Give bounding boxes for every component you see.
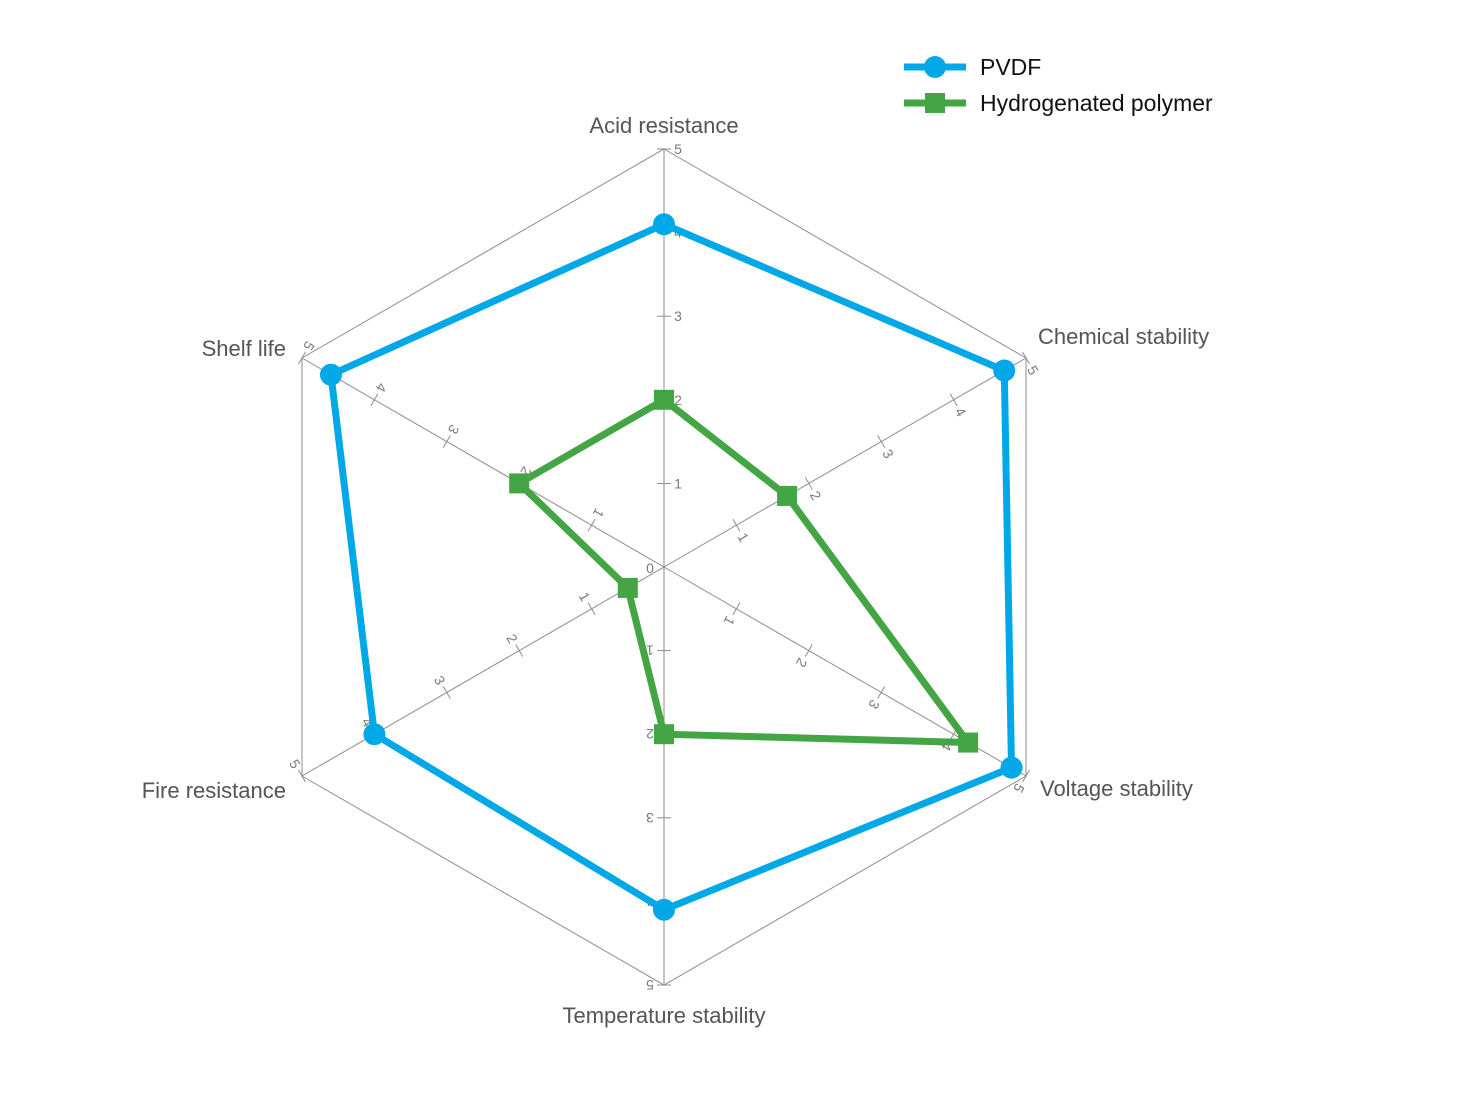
tick-label: 2 [503, 631, 521, 646]
tick-label: 3 [674, 308, 682, 324]
tick-mark [298, 769, 306, 783]
tick-mark [1022, 769, 1030, 783]
tick-mark [442, 686, 451, 699]
tick-label: 1 [720, 614, 738, 629]
tick-label: 5 [1010, 781, 1028, 796]
data-point [319, 363, 342, 386]
tick-mark [877, 686, 886, 699]
tick-label: 1 [576, 589, 594, 604]
tick-mark [804, 477, 813, 490]
tick-label-zero: 0 [646, 560, 654, 576]
tick-mark [515, 644, 524, 657]
axis-title-temperature-stability: Temperature stability [563, 1003, 766, 1028]
tick-mark [732, 602, 741, 616]
data-point [654, 724, 674, 745]
tick-label: 3 [445, 422, 463, 437]
tick-label: 5 [1024, 363, 1042, 378]
tick-mark [587, 602, 596, 616]
data-point [509, 473, 530, 494]
tick-label: 2 [807, 488, 825, 503]
data-point [1000, 756, 1023, 779]
tick-mark [298, 351, 306, 365]
data-point [653, 898, 675, 921]
tick-mark [804, 644, 813, 657]
legend-label: Hydrogenated polymer [980, 90, 1213, 116]
tick-label: 2 [674, 392, 682, 408]
data-point [617, 577, 638, 598]
tick-label: 1 [735, 530, 753, 545]
tick-mark [442, 435, 451, 448]
tick-mark [949, 393, 958, 407]
tick-label: 3 [646, 810, 654, 826]
tick-label: 1 [674, 475, 682, 491]
tick-mark [1022, 351, 1030, 365]
tick-label: 2 [793, 655, 811, 670]
tick-label: 1 [590, 506, 608, 521]
tick-mark [732, 518, 741, 532]
tick-label: 4 [952, 405, 970, 420]
tick-label: 4 [372, 380, 390, 395]
radar-axes [301, 149, 1027, 985]
legend: PVDF Hydrogenated polymer [904, 54, 1213, 116]
series-layer [319, 213, 1023, 921]
tick-mark [587, 518, 596, 532]
tick-label: 5 [300, 338, 318, 353]
axis-title-shelf-life: Shelf life [202, 336, 286, 361]
axis-titles: Acid resistance Chemical stability Voltage… [142, 113, 1209, 1028]
axis-line-shelf-life [301, 357, 665, 568]
axis-title-fire-resistance: Fire resistance [142, 778, 286, 803]
data-point [958, 732, 979, 753]
axis-title-voltage-stability: Voltage stability [1040, 776, 1193, 801]
legend-label: PVDF [980, 54, 1041, 80]
tick-label: 5 [286, 756, 304, 771]
legend-item-hydrogenated-polymer[interactable]: Hydrogenated polymer [904, 90, 1213, 116]
legend-item-pvdf[interactable]: PVDF [904, 54, 1041, 80]
data-point [363, 723, 386, 746]
series-pvdf [319, 213, 1023, 921]
data-point [654, 389, 674, 410]
legend-marker [925, 93, 945, 113]
data-point [993, 359, 1016, 382]
tick-label: 3 [865, 697, 883, 712]
tick-label: 3 [879, 446, 897, 461]
tick-label: 5 [646, 977, 654, 993]
tick-mark [877, 435, 886, 448]
series-line-pvdf [327, 220, 1016, 914]
tick-label: 2 [646, 726, 654, 742]
axis-line-chemical-stability [663, 357, 1027, 568]
tick-label: 5 [674, 141, 682, 157]
series-hydrogenated-polymer [509, 389, 979, 753]
data-point [653, 213, 675, 236]
series-line-hydrogenated-polymer [513, 395, 976, 747]
tick-label: 1 [646, 643, 654, 659]
tick-label: 3 [431, 673, 449, 688]
legend-marker [924, 56, 946, 78]
axis-line-fire-resistance [301, 566, 665, 777]
axis-title-acid-resistance: Acid resistance [589, 113, 738, 138]
data-point [777, 485, 798, 506]
tick-mark [370, 393, 379, 407]
axis-title-chemical-stability: Chemical stability [1038, 324, 1209, 349]
